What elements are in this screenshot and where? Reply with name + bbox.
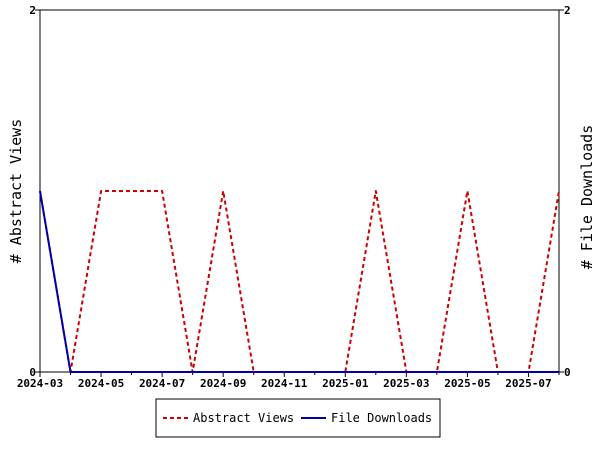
x-tick-label: 2024-07 bbox=[139, 377, 185, 390]
y2-axis-title: # File Downloads bbox=[578, 125, 596, 270]
y-axis-title: # Abstract Views bbox=[7, 119, 25, 264]
plot-area bbox=[39, 9, 560, 373]
y-axis-ticks: 0 2 0 2 bbox=[29, 4, 570, 379]
x-tick-label: 2024-09 bbox=[200, 377, 246, 390]
y2-tick-label: 2 bbox=[564, 4, 571, 17]
y-tick-label: 0 bbox=[29, 366, 36, 379]
x-axis-ticks: 2024-03 2024-05 2024-07 2024-09 2024-11 2025-… bbox=[17, 372, 560, 390]
legend-box bbox=[155, 398, 441, 438]
x-tick-label: 2025-07 bbox=[505, 377, 551, 390]
x-tick-label: 2025-01 bbox=[322, 377, 369, 390]
series-line-file-downloads bbox=[39, 190, 559, 373]
legend: Abstract Views File Downloads bbox=[155, 398, 441, 438]
legend-label-file-downloads: File Downloads bbox=[331, 411, 432, 425]
x-tick-label: 2024-11 bbox=[261, 377, 308, 390]
x-tick-label: 2024-03 bbox=[17, 377, 63, 390]
x-tick-label: 2024-05 bbox=[78, 377, 124, 390]
series-group bbox=[39, 190, 560, 373]
x-tick-label: 2025-03 bbox=[383, 377, 429, 390]
y-tick-label: 2 bbox=[29, 4, 36, 17]
x-tick-label: 2025-05 bbox=[444, 377, 490, 390]
legend-label-abstract-views: Abstract Views bbox=[193, 411, 294, 425]
y2-tick-label: 0 bbox=[564, 366, 571, 379]
